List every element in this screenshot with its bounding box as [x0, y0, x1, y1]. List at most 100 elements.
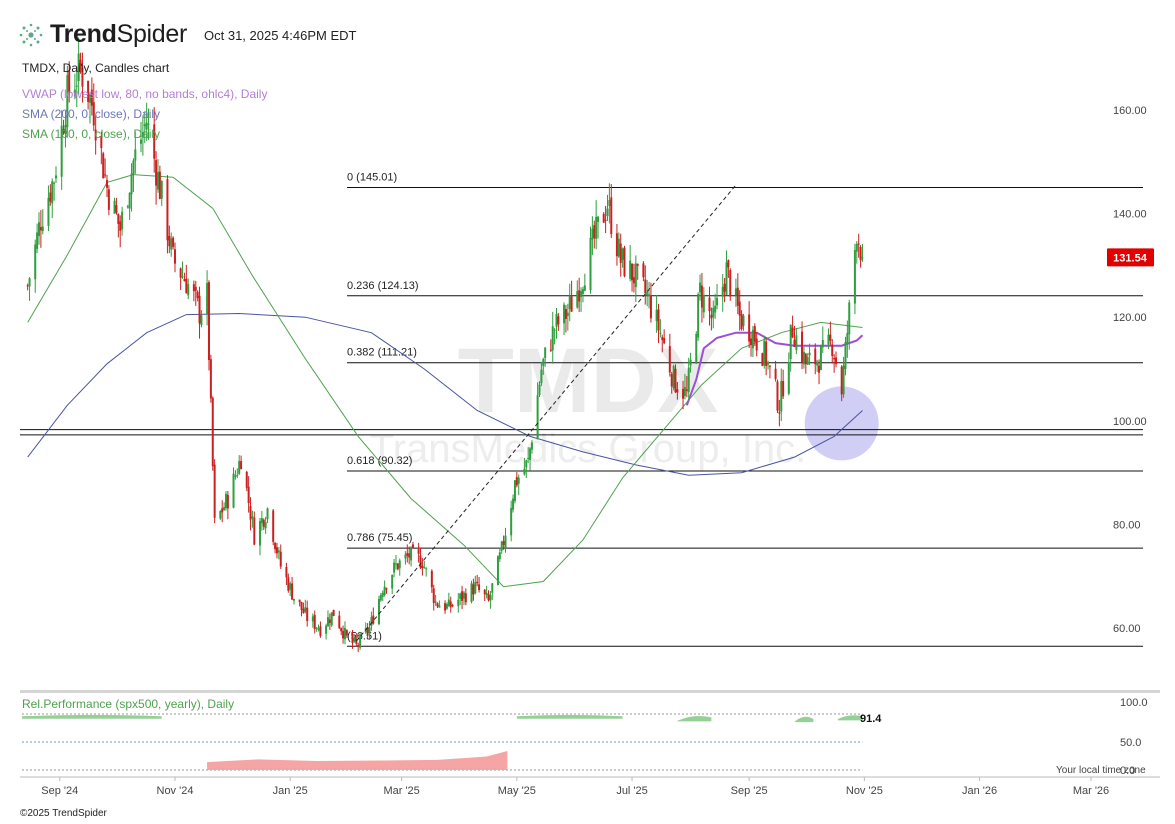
- watermark: TMDX TransMedics Group, Inc.: [370, 330, 806, 471]
- candle-body: [36, 232, 39, 249]
- x-tick-label-1: Nov '24: [157, 785, 194, 797]
- candle-body: [104, 174, 107, 176]
- candle-body: [262, 519, 265, 527]
- indicator-vwap-label[interactable]: VWAP (lowest low, 80, no bands, ohlc4), …: [22, 87, 268, 101]
- candle-body: [589, 237, 592, 291]
- candle-body: [66, 75, 69, 128]
- candle-body: [196, 291, 199, 298]
- candle-body: [702, 294, 705, 313]
- candle-body: [725, 262, 728, 295]
- fib-label-4: 0.786 (75.45): [347, 532, 412, 544]
- candle-body: [51, 181, 54, 204]
- candle-body: [266, 508, 269, 520]
- candle-body: [391, 575, 394, 589]
- candle-body: [77, 53, 80, 81]
- candle-body: [213, 464, 216, 518]
- candle-body: [659, 332, 662, 334]
- candle-body: [117, 213, 120, 224]
- candle-body: [644, 279, 647, 294]
- candle-body: [198, 295, 201, 324]
- candle-body: [377, 599, 380, 624]
- candle-body: [357, 644, 360, 646]
- candle-body: [417, 549, 420, 554]
- candle-body: [527, 458, 530, 460]
- relperf-positive-area-1: [516, 714, 623, 719]
- annotations: [355, 184, 737, 642]
- candle-body: [765, 341, 768, 367]
- candle-body: [848, 302, 851, 335]
- candle-body: [476, 581, 479, 583]
- candle-body: [491, 583, 494, 593]
- candle-body: [470, 583, 473, 602]
- candle-body: [578, 290, 581, 302]
- candle-body: [721, 286, 724, 297]
- candle-body: [827, 334, 830, 345]
- candle-body: [793, 339, 796, 347]
- candle-body: [121, 211, 124, 230]
- candle-body: [447, 599, 450, 607]
- sma100-line: [27, 174, 863, 588]
- candle-body: [487, 594, 490, 601]
- trendspider-logo: Trend Spider: [18, 20, 187, 49]
- candle-body: [181, 276, 184, 278]
- candle-body: [801, 331, 804, 363]
- candle-body: [419, 555, 422, 568]
- candle-body: [818, 365, 821, 373]
- candle-body: [742, 315, 745, 327]
- candle-body: [372, 615, 375, 624]
- candle-body: [623, 247, 626, 277]
- candle-body: [87, 80, 90, 102]
- relperf-y-tick-0: 0.0: [1120, 765, 1135, 777]
- candle-body: [62, 129, 65, 133]
- candle-body: [840, 366, 843, 395]
- spider-icon: [19, 23, 43, 46]
- candle-body: [105, 180, 108, 188]
- candle-body: [461, 591, 464, 601]
- candle-body: [648, 294, 651, 297]
- candle-body: [736, 287, 739, 306]
- indicator-sma200-label[interactable]: SMA (200, 0, close), Daily: [22, 107, 161, 121]
- candle-body: [767, 362, 770, 365]
- candle-body: [272, 510, 275, 542]
- candle-body: [814, 348, 817, 365]
- candle-body: [134, 149, 137, 161]
- candle-body: [353, 637, 356, 642]
- candle-body: [430, 570, 433, 588]
- candle-body: [279, 551, 282, 567]
- candle-body: [787, 362, 790, 394]
- candle-body: [563, 304, 566, 324]
- candle-body: [194, 286, 197, 291]
- candle-body: [410, 547, 413, 561]
- indicator-sma100-label[interactable]: SMA (100, 0, close), Daily: [22, 127, 161, 141]
- candle-body: [716, 298, 719, 306]
- candle-body: [300, 601, 303, 610]
- candle-body: [855, 243, 858, 252]
- candle-body: [780, 380, 783, 412]
- candle-body: [275, 547, 278, 554]
- candle-body: [768, 365, 771, 367]
- candle-body: [126, 206, 129, 208]
- candle-body: [183, 279, 186, 282]
- candle-body: [173, 249, 176, 264]
- candle-body: [292, 598, 295, 601]
- candle-body: [238, 460, 241, 474]
- candle-body: [64, 124, 67, 135]
- fibonacci-levels: 0 (145.01) 0.236 (124.13) 0.382 (111.21) 0.…: [347, 172, 1143, 647]
- candle-body: [663, 338, 666, 344]
- candle-body: [646, 292, 649, 296]
- candle-body: [576, 291, 579, 308]
- candle-body: [751, 329, 754, 349]
- x-tick-label-8: Jan '26: [962, 785, 997, 797]
- candle-body: [107, 189, 110, 210]
- candle-body: [128, 192, 131, 209]
- candle-body: [332, 609, 335, 616]
- candle-body: [530, 442, 533, 450]
- candle-body: [595, 216, 598, 239]
- candle-body: [763, 340, 766, 366]
- panel-separator: [20, 690, 1160, 693]
- relperf-y-tick-2: 100.0: [1120, 697, 1148, 709]
- candle-body: [100, 136, 103, 148]
- candle-body: [102, 153, 105, 179]
- candle-body: [549, 349, 552, 351]
